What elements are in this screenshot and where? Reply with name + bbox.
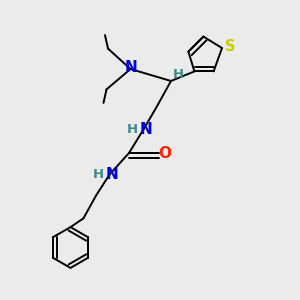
Text: N: N [124, 60, 137, 75]
Text: N: N [140, 122, 152, 137]
Text: O: O [158, 146, 171, 160]
Text: H: H [126, 122, 138, 136]
Text: H: H [92, 167, 104, 181]
Text: N: N [106, 167, 118, 182]
Text: S: S [224, 39, 235, 54]
Text: H: H [173, 68, 184, 81]
